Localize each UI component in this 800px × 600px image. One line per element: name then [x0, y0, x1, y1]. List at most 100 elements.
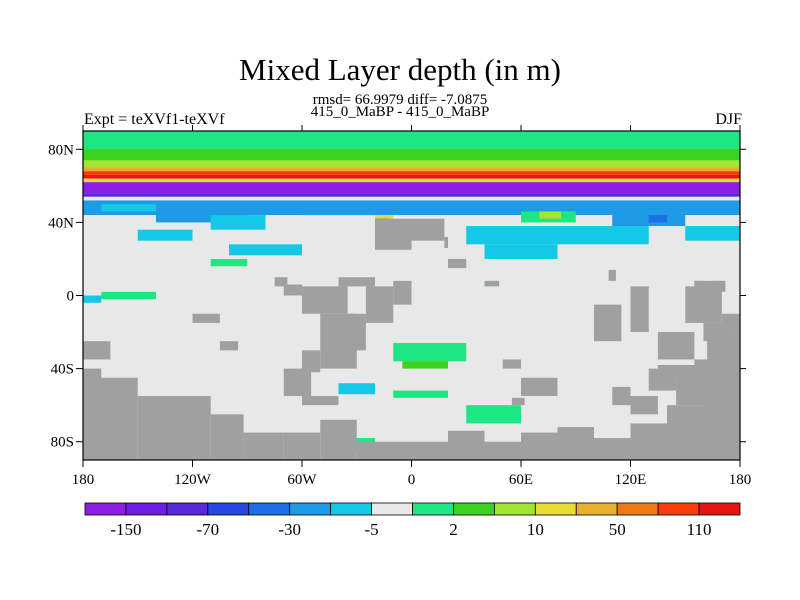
land-mask: [612, 386, 631, 406]
colorbar-box: [125, 502, 168, 516]
land-mask: [283, 284, 302, 296]
contour-patch: [156, 211, 248, 223]
land-mask: [283, 368, 312, 397]
contour-patch: [466, 405, 521, 424]
colorbar-box: [698, 502, 741, 516]
land-mask: [657, 364, 704, 378]
land-mask: [338, 277, 375, 287]
colorbar-box: [166, 502, 209, 516]
x-tick-label: 120E: [615, 472, 647, 488]
contour-patch: [137, 229, 193, 241]
contour-band: [83, 182, 740, 194]
contour-patch: [101, 291, 156, 300]
x-tick-label: 180: [72, 472, 95, 488]
land-mask: [274, 277, 288, 287]
colorbar-label: -70: [196, 520, 219, 539]
land-mask: [219, 341, 239, 351]
land-mask: [302, 286, 348, 314]
land-mask: [283, 432, 321, 460]
land-mask: [721, 313, 740, 333]
land-mask: [320, 419, 357, 460]
land-mask: [521, 377, 558, 397]
land-mask: [302, 396, 339, 406]
land-mask: [484, 280, 500, 287]
contour-patch: [466, 226, 649, 245]
land-mask: [608, 269, 616, 281]
chart-title: Mixed Layer depth (in m): [239, 52, 561, 87]
contour-patch: [685, 226, 740, 241]
chart-subtitle-cases: 415_0_MaBP - 415_0_MaBP: [310, 104, 490, 120]
land-mask: [320, 313, 357, 369]
land-mask: [411, 218, 445, 241]
land-mask: [302, 350, 321, 373]
land-mask: [448, 258, 467, 269]
map-layer: [83, 131, 740, 460]
x-tick-label: 180: [729, 472, 752, 488]
x-axis: 180 120W 60W 0 60E 120E 180: [72, 125, 752, 488]
y-tick-label: 0: [67, 289, 75, 305]
land-mask: [356, 441, 412, 460]
land-mask: [594, 304, 622, 342]
land-mask: [502, 359, 521, 369]
contour-band: [83, 149, 740, 161]
colorbar-label: 2: [449, 520, 458, 539]
land-mask: [667, 405, 704, 460]
land-mask: [243, 432, 284, 460]
colorbar-box: [453, 502, 495, 516]
contour-band: [83, 167, 740, 172]
land-mask: [521, 432, 558, 460]
x-tick-label: 60E: [509, 472, 533, 488]
contour-patch: [393, 343, 467, 362]
colorbar-box: [207, 502, 250, 516]
land-mask: [448, 430, 485, 460]
contour-patch: [393, 390, 448, 398]
colorbar-label: 50: [609, 520, 626, 539]
colorbar-box: [330, 502, 372, 516]
contour-band: [83, 178, 740, 183]
land-mask: [210, 414, 244, 460]
colorbar-box: [84, 502, 127, 516]
experiment-label: Expt = teXVf1-teXVf: [84, 111, 225, 128]
contour-patch: [101, 204, 156, 212]
contour-band: [83, 174, 740, 179]
land-mask: [630, 286, 649, 333]
contour-band: [83, 193, 740, 197]
contour-patch: [302, 204, 394, 216]
contour-band: [83, 171, 740, 175]
colorbar-box: [371, 502, 413, 516]
land-mask: [594, 438, 631, 460]
land-mask: [630, 423, 667, 460]
contour-patch: [648, 215, 667, 223]
land-mask: [83, 341, 111, 360]
contour-patch: [210, 258, 248, 267]
colorbar-box: [289, 502, 332, 516]
colorbar-label: -5: [364, 520, 378, 539]
land-mask: [375, 218, 412, 250]
land-mask: [411, 441, 448, 460]
land-mask: [712, 280, 726, 292]
land-mask: [444, 237, 448, 248]
colorbar-label: -30: [278, 520, 301, 539]
contour-band: [83, 196, 740, 201]
y-tick-label: 40N: [48, 215, 74, 231]
land-mask: [630, 396, 658, 415]
contour-patch: [83, 295, 102, 303]
chart-subtitle-stats: rmsd= 66.9979 diff= -7.0875: [312, 92, 488, 108]
land-mask: [707, 332, 740, 369]
colorbar: -150 -70 -30 -5 2 10 50 110: [84, 502, 741, 539]
contour-band: [83, 200, 740, 216]
land-mask: [137, 396, 211, 460]
contour-patch: [484, 244, 558, 259]
land-mask: [657, 332, 695, 360]
land-mask: [393, 280, 412, 305]
y-tick-label: 40S: [51, 362, 74, 378]
colorbar-box: [534, 502, 577, 516]
colorbar-box: [575, 502, 618, 516]
x-tick-label: 0: [408, 472, 416, 488]
colorbar-box: [616, 502, 659, 516]
colorbar-box: [657, 502, 700, 516]
contour-patch: [338, 383, 375, 395]
land-mask: [511, 397, 525, 406]
x-tick-label: 60W: [287, 472, 317, 488]
